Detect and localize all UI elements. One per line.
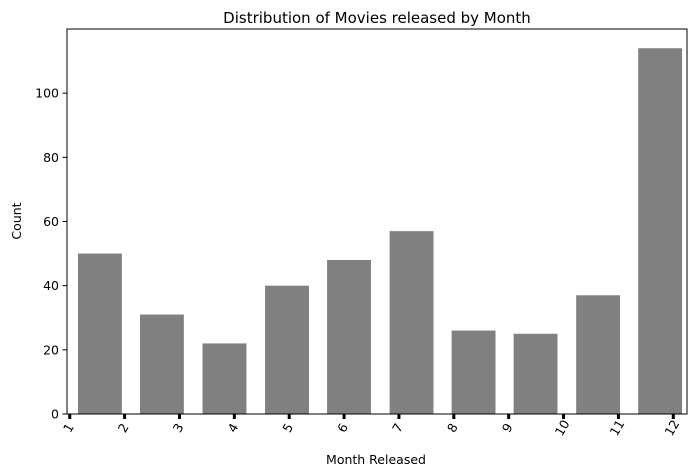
bar-8 bbox=[513, 333, 558, 414]
x-tick-label-7: 7 bbox=[389, 421, 406, 435]
x-tick-label-6: 6 bbox=[334, 421, 351, 435]
y-tick-label-80: 80 bbox=[43, 150, 59, 165]
bar-5 bbox=[327, 260, 371, 414]
y-tick-label-20: 20 bbox=[43, 342, 59, 357]
y-tick-label-40: 40 bbox=[43, 278, 59, 293]
y-tick-label-0: 0 bbox=[51, 407, 59, 422]
x-tick-label-4: 4 bbox=[224, 421, 241, 435]
x-tick-label-1: 1 bbox=[60, 421, 77, 435]
bar-2 bbox=[139, 314, 184, 414]
y-axis-label: Count bbox=[9, 202, 24, 239]
bar-9 bbox=[576, 295, 621, 414]
y-tick-label-100: 100 bbox=[35, 86, 59, 101]
bar-1 bbox=[77, 253, 122, 414]
bar-3 bbox=[202, 343, 247, 414]
y-axis: 0 20 40 60 80 100 bbox=[35, 86, 67, 422]
x-tick-label-8: 8 bbox=[444, 421, 461, 435]
bar-10 bbox=[638, 48, 683, 414]
x-tick-label-3: 3 bbox=[170, 421, 187, 435]
bar-7 bbox=[451, 330, 496, 414]
x-axis: 1 2 3 4 5 6 7 8 9 10 11 12 bbox=[60, 414, 682, 438]
x-axis-label: Month Released bbox=[326, 452, 426, 467]
bars-group bbox=[77, 48, 683, 415]
bar-6 bbox=[389, 231, 434, 415]
x-tick-label-5: 5 bbox=[279, 421, 296, 435]
bar-4 bbox=[265, 285, 309, 414]
x-tick-label-11: 11 bbox=[607, 417, 628, 438]
chart-title: Distribution of Movies released by Month bbox=[223, 9, 531, 27]
x-tick-label-10: 10 bbox=[552, 417, 573, 438]
x-tick-label-2: 2 bbox=[115, 421, 132, 435]
x-tick-label-9: 9 bbox=[499, 421, 516, 435]
x-tick-label-12: 12 bbox=[661, 417, 682, 438]
y-tick-label-60: 60 bbox=[43, 214, 59, 229]
